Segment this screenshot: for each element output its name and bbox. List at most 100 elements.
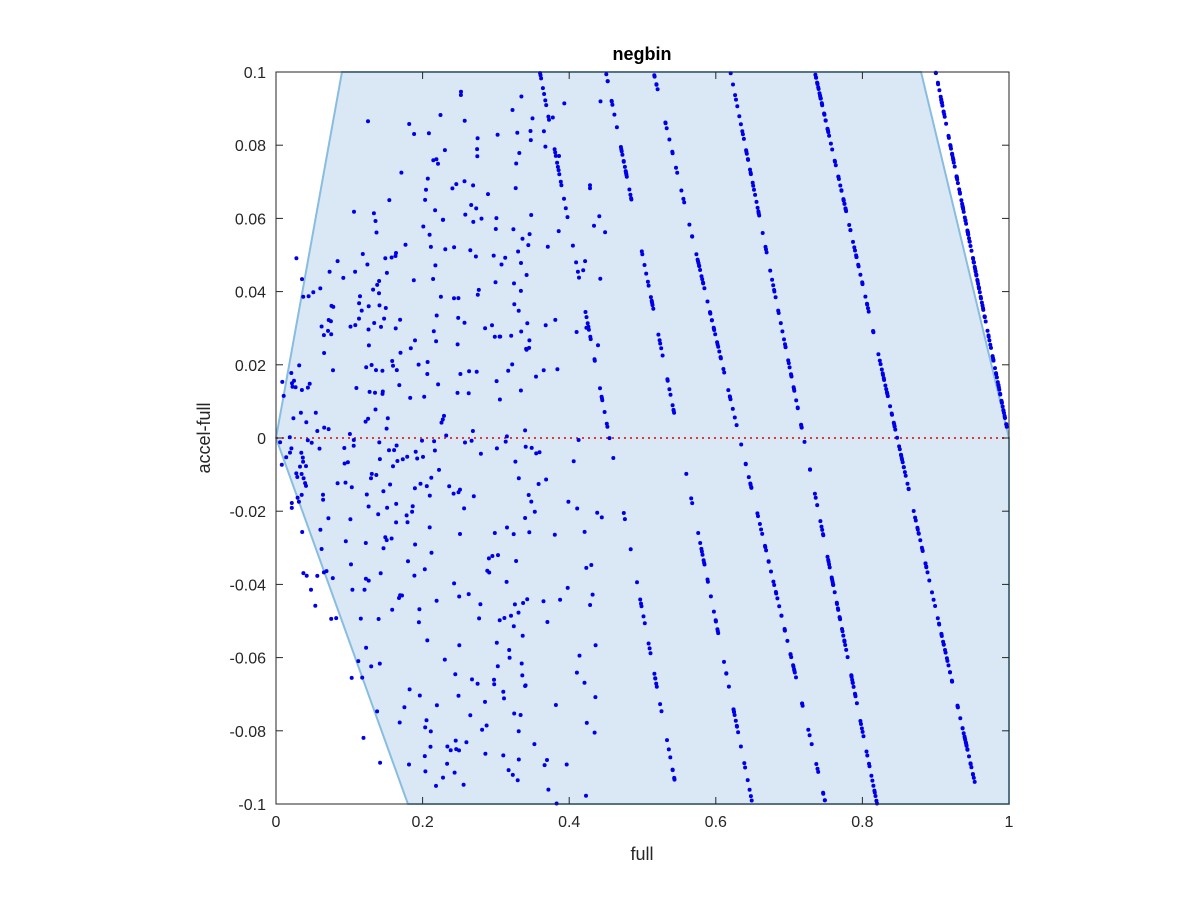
data-point (390, 607, 395, 612)
data-point (628, 192, 633, 197)
data-point (377, 457, 382, 462)
data-point (454, 747, 459, 752)
data-point (734, 97, 738, 102)
data-point (412, 132, 417, 136)
data-point (393, 326, 398, 331)
data-point (438, 294, 443, 299)
data-point (431, 277, 436, 281)
data-point (374, 230, 379, 235)
data-point (818, 519, 823, 524)
data-point (445, 761, 450, 766)
y-axis-label: accel-full (194, 402, 214, 473)
data-point (955, 177, 960, 182)
data-point (972, 779, 977, 784)
data-point (468, 248, 473, 253)
data-point (598, 386, 602, 391)
y-tick-label: 0.08 (235, 138, 266, 155)
data-point (520, 236, 525, 241)
data-point (407, 687, 412, 692)
data-point (919, 545, 924, 550)
data-point (866, 306, 870, 311)
data-point (961, 731, 966, 736)
data-point (737, 114, 742, 119)
data-point (421, 454, 425, 459)
data-point (442, 148, 447, 153)
data-point (969, 248, 974, 253)
data-point (529, 213, 534, 217)
data-point (592, 730, 597, 735)
data-point (492, 682, 497, 687)
data-point (353, 269, 358, 274)
data-point (595, 510, 600, 515)
data-point (562, 101, 567, 106)
data-point (518, 288, 523, 293)
data-point (1002, 415, 1007, 420)
data-point (326, 318, 331, 322)
data-point (322, 425, 327, 430)
data-point (399, 170, 404, 175)
data-point (562, 196, 566, 201)
data-point (378, 760, 383, 765)
data-point (756, 514, 760, 519)
data-point (592, 357, 597, 362)
data-point (828, 141, 833, 146)
data-point (361, 735, 366, 740)
data-point (996, 383, 1001, 388)
data-point (694, 252, 699, 257)
data-point (969, 765, 974, 770)
data-point (799, 425, 804, 429)
data-point (654, 681, 659, 686)
data-point (348, 517, 353, 522)
data-point (335, 481, 340, 486)
data-point (708, 310, 713, 315)
data-point (911, 509, 916, 513)
data-point (313, 410, 318, 415)
data-point (698, 541, 703, 545)
data-point (675, 170, 680, 175)
data-point (375, 709, 380, 714)
data-point (523, 444, 528, 449)
data-point (773, 295, 778, 300)
data-point (965, 747, 970, 752)
data-point (462, 118, 467, 123)
data-point (434, 703, 439, 708)
x-tick-label: 1 (1005, 814, 1014, 831)
data-point (518, 388, 523, 393)
data-point (821, 790, 826, 795)
data-point (621, 159, 626, 164)
data-point (665, 738, 669, 743)
data-point (925, 570, 930, 575)
data-point (469, 438, 474, 443)
data-point (833, 163, 838, 168)
data-point (732, 415, 737, 420)
data-point (670, 403, 675, 408)
data-point (585, 321, 590, 326)
data-point (657, 338, 662, 343)
data-point (376, 617, 381, 621)
data-point (512, 281, 516, 286)
data-point (484, 723, 489, 728)
data-point (899, 453, 904, 458)
data-point (602, 410, 607, 414)
data-point (786, 361, 791, 366)
data-point (410, 509, 415, 514)
data-point (699, 546, 704, 551)
data-point (392, 448, 397, 453)
data-point (774, 591, 779, 596)
data-point (492, 531, 497, 535)
data-point (604, 421, 609, 426)
data-point (827, 133, 832, 138)
data-point (453, 738, 458, 743)
data-point (383, 256, 388, 261)
data-point (666, 747, 671, 752)
data-point (357, 301, 362, 306)
data-point (696, 259, 700, 264)
data-point (326, 328, 330, 333)
data-point (993, 366, 997, 371)
data-point (377, 440, 382, 445)
data-point (483, 699, 487, 704)
data-point (437, 467, 441, 472)
data-point (331, 368, 335, 373)
data-point (404, 513, 409, 518)
data-point (462, 506, 467, 511)
